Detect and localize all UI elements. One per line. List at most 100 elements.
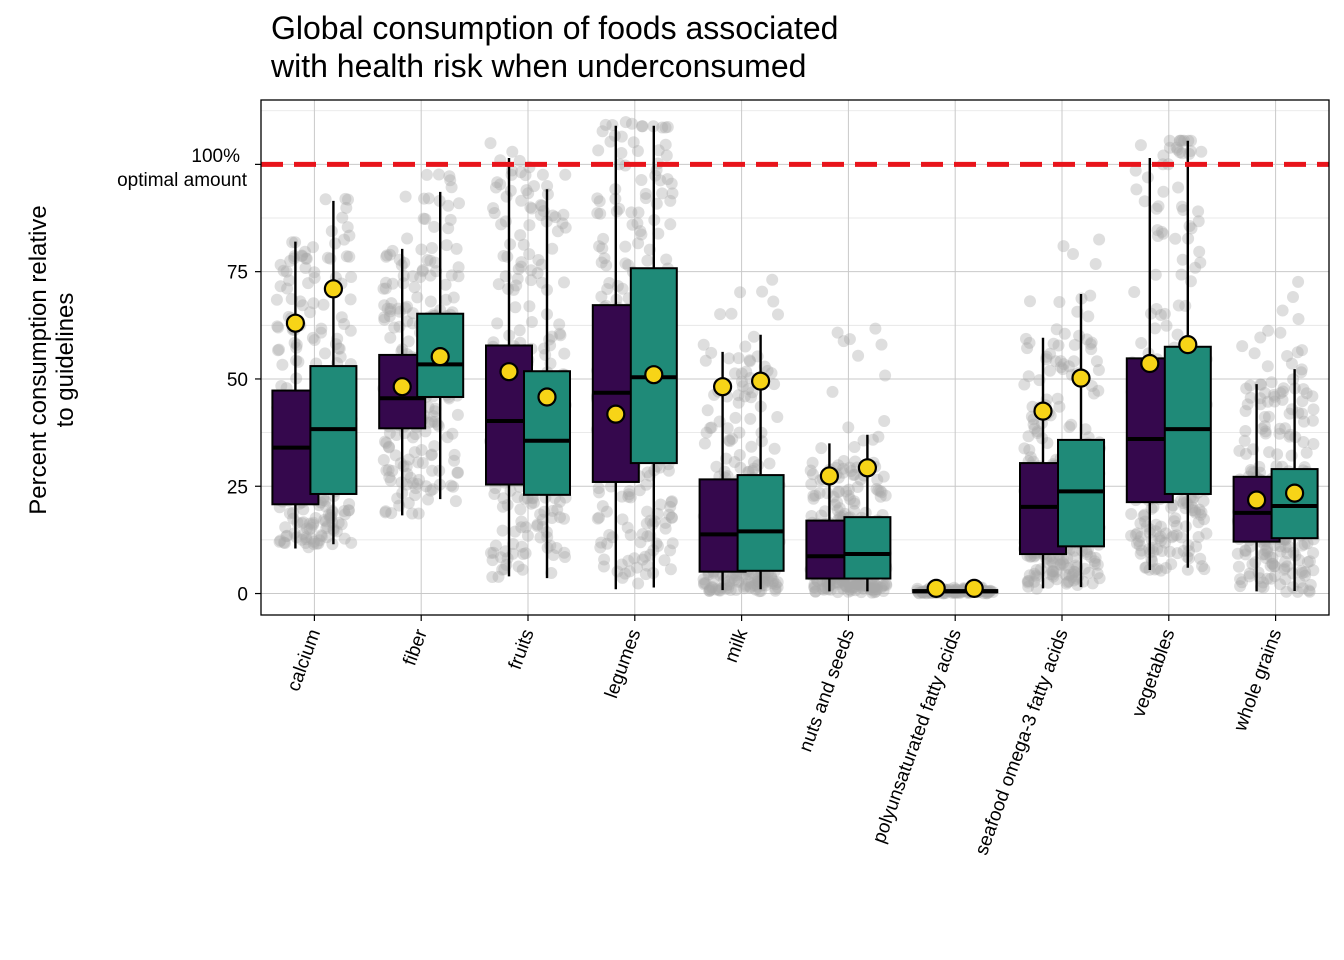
jitter-point [738,582,751,595]
jitter-point [541,180,554,192]
jitter-point [833,502,846,515]
jitter-point [747,456,760,468]
jitter-point [664,500,677,513]
jitter-point [1274,326,1287,339]
jitter-point [505,168,518,181]
jitter-point [428,220,441,233]
jitter-point [744,355,756,368]
jitter-point [1068,551,1081,564]
jitter-point [869,583,882,596]
jitter-point [622,490,635,503]
jitter-point [432,420,445,433]
jitter-point [1159,536,1172,549]
jitter-point [278,537,291,549]
jitter-point [1091,567,1104,580]
jitter-point [302,277,315,290]
jitter-point [598,252,611,265]
jitter-point [749,583,762,596]
jitter-point [302,541,315,554]
jitter-point [805,478,818,491]
jitter-point [1183,220,1196,232]
jitter-point [1088,387,1100,400]
jitter-point [1259,427,1272,440]
jitter-point [324,252,337,265]
jitter-point [273,343,285,356]
jitter-point [491,176,504,189]
jitter-point [535,258,548,271]
jitter-point [416,264,429,276]
jitter-point [735,367,748,380]
jitter-point [1259,425,1272,438]
jitter-point [415,243,428,256]
jitter-point [625,206,638,219]
jitter-point [426,483,439,496]
jitter-point [839,579,852,592]
jitter-point [1155,564,1167,577]
jitter-point [601,537,614,550]
jitter-point [453,197,465,210]
jitter-point [1281,560,1293,573]
jitter-point [771,581,784,594]
jitter-point [728,573,741,586]
jitter-point [317,298,330,311]
jitter-point [531,267,544,280]
jitter-point [320,522,333,535]
jitter-point [619,257,632,270]
jitter-point [335,518,348,531]
jitter-point [1282,540,1295,553]
jitter-point [383,471,396,484]
jitter-point [849,584,862,597]
jitter-point [732,352,745,365]
jitter-point [515,194,528,207]
jitter-point [414,271,427,283]
jitter-point [598,553,611,566]
jitter-point [1054,361,1067,374]
jitter-point [397,269,410,282]
jitter-point [623,488,635,501]
jitter-point [517,238,530,251]
jitter-point [700,426,713,439]
jitter-point [447,480,460,493]
jitter-point [1139,515,1151,528]
jitter-point [1281,547,1294,560]
jitter-point [338,233,351,246]
jitter-point [297,503,310,516]
jitter-point [848,497,861,510]
x-tick-label: calcium [283,627,325,695]
jitter-point [312,537,325,550]
jitter-point [639,192,652,205]
jitter-point [837,466,850,479]
jitter-point [1173,134,1186,147]
jitter-point [1301,556,1314,569]
reference-label-percent: 100% [191,146,240,167]
jitter-point [1287,291,1299,303]
jitter-point [1057,557,1070,570]
jitter-point [662,464,675,477]
jitter-point [859,579,872,592]
jitter-point [654,174,667,187]
jitter-point [851,578,864,591]
jitter-point [1300,387,1313,400]
jitter-point [345,536,358,549]
jitter-point [1152,200,1165,213]
jitter-point [442,199,455,212]
jitter-point [807,492,820,505]
jitter-point [596,125,609,138]
jitter-point [710,460,723,473]
jitter-point [832,459,845,472]
jitter-point [308,271,321,284]
jitter-point [429,402,442,415]
jitter-point [485,546,497,559]
jitter-point [534,508,547,521]
jitter-point [1047,556,1059,569]
jitter-point [1189,506,1202,519]
jitter-point [1158,307,1171,320]
jitter-point [520,184,533,197]
jitter-point [546,209,559,222]
jitter-point [378,299,391,312]
jitter-point [343,250,356,263]
jitter-point [1056,553,1069,566]
jitter-point [439,278,452,291]
jitter-point [1047,337,1060,350]
jitter-point [1262,324,1275,337]
